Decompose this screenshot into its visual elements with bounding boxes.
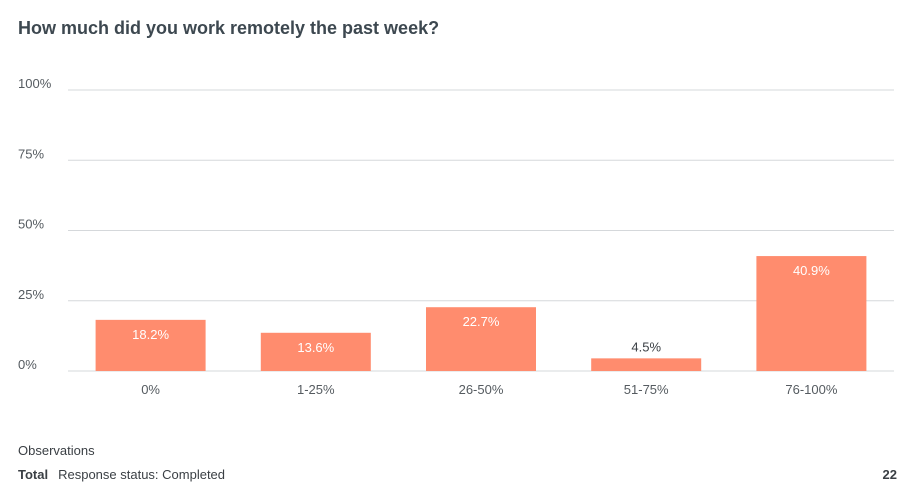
observations-count: 22 <box>882 467 897 482</box>
data-label: 13.6% <box>297 340 334 355</box>
category-label: 76-100% <box>785 382 837 397</box>
y-axis-ticks: 0% 25% 50% 75% 100% <box>18 76 52 372</box>
observations-total-label: Total <box>18 467 49 482</box>
observations-status: Response status: Completed <box>58 467 226 482</box>
observations-heading: Observations <box>18 443 95 458</box>
bar <box>95 319 206 371</box>
category-label: 51-75% <box>624 382 669 397</box>
bar <box>260 332 371 371</box>
bars <box>95 256 867 371</box>
category-label: 26-50% <box>459 382 504 397</box>
y-tick-label: 25% <box>18 287 44 302</box>
bar <box>756 256 867 371</box>
bar <box>591 358 702 371</box>
y-tick-label: 75% <box>18 146 44 161</box>
bar <box>426 307 536 371</box>
observations-total-row: Total Response status: Completed 22 <box>18 467 897 482</box>
data-label: 22.7% <box>463 314 500 329</box>
data-label: 40.9% <box>793 263 830 278</box>
data-labels: 18.2% 13.6% 22.7% 4.5% 40.9% <box>132 263 830 355</box>
category-label: 0% <box>141 382 160 397</box>
data-label: 4.5% <box>631 339 661 354</box>
chart-title: How much did you work remotely the past … <box>18 18 440 38</box>
bar-chart: 0% 25% 50% 75% 100% 18.2% 13.6% 22.7% 4.5% 40.9%… <box>18 76 894 397</box>
y-tick-label: 0% <box>18 357 37 372</box>
data-label: 18.2% <box>132 327 169 342</box>
y-tick-label: 100% <box>18 76 52 91</box>
x-axis-categories: 0% 1-25% 26-50% 51-75% 76-100% <box>141 382 838 397</box>
category-label: 1-25% <box>297 382 335 397</box>
y-tick-label: 50% <box>18 217 44 232</box>
